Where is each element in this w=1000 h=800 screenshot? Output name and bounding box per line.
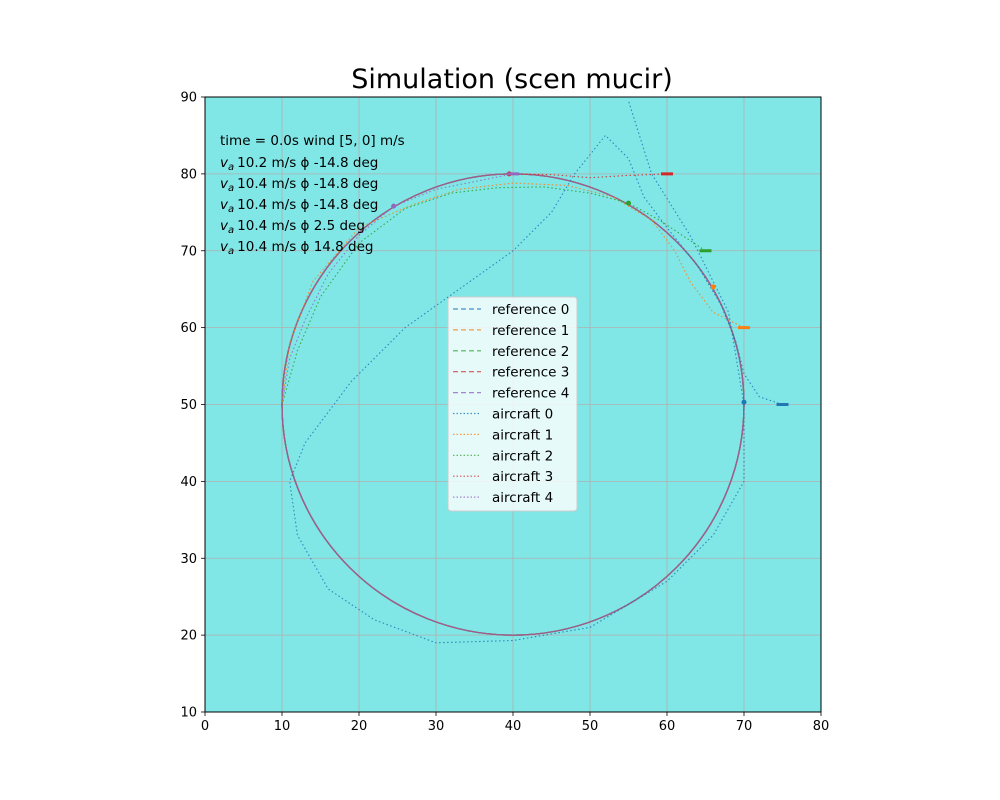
y-tick-label: 50 bbox=[180, 398, 197, 413]
x-axis-ticks: 0 10 20 30 40 50 60 70 80 bbox=[201, 712, 829, 734]
legend-item: reference 4 bbox=[453, 386, 569, 402]
aircraft-1-trail bbox=[281, 182, 745, 405]
legend-item: aircraft 2 bbox=[453, 448, 553, 464]
legend-item: aircraft 4 bbox=[453, 490, 553, 506]
x-tick-label: 10 bbox=[274, 719, 291, 734]
x-tick-label: 0 bbox=[201, 719, 209, 734]
legend-label: reference 3 bbox=[492, 365, 569, 381]
x-tick-label: 80 bbox=[813, 719, 830, 734]
x-tick-label: 30 bbox=[428, 719, 445, 734]
time-wind-text: time = 0.0s wind [5, 0] m/s bbox=[220, 133, 405, 149]
aircraft-3-trail bbox=[509, 173, 668, 179]
legend-label: aircraft 2 bbox=[492, 448, 553, 464]
legend: reference 0 reference 1 reference 2 referen… bbox=[447, 296, 578, 512]
y-tick-label: 20 bbox=[180, 629, 197, 644]
aircraft-4-trail bbox=[281, 173, 514, 405]
legend-label: reference 0 bbox=[492, 302, 569, 318]
aircraft-1-status-text: va 10.4 m/s ϕ -14.8 deg bbox=[220, 176, 378, 194]
status-annotation: time = 0.0s wind [5, 0] m/s va 10.2 m/s ϕ… bbox=[220, 133, 405, 257]
aircraft-0-status-text: va 10.2 m/s ϕ -14.8 deg bbox=[220, 155, 378, 173]
y-tick-label: 60 bbox=[180, 321, 197, 336]
x-tick-label: 40 bbox=[505, 719, 522, 734]
y-tick-label: 90 bbox=[180, 91, 197, 106]
chart-title: Simulation (scen mucir) bbox=[351, 64, 673, 95]
x-tick-label: 70 bbox=[736, 719, 753, 734]
legend-label: aircraft 3 bbox=[492, 469, 553, 485]
legend-label: aircraft 4 bbox=[492, 490, 553, 506]
y-tick-label: 40 bbox=[180, 475, 197, 490]
y-tick-label: 80 bbox=[180, 167, 197, 182]
aircraft-paths bbox=[281, 100, 783, 644]
legend-label: aircraft 0 bbox=[492, 407, 553, 423]
legend-item: reference 0 bbox=[453, 302, 569, 318]
legend-item: aircraft 0 bbox=[453, 407, 553, 423]
legend-item: aircraft 1 bbox=[453, 427, 553, 443]
x-tick-label: 20 bbox=[351, 719, 368, 734]
y-tick-label: 10 bbox=[180, 706, 197, 721]
y-tick-label: 30 bbox=[180, 552, 197, 567]
aircraft-markers bbox=[391, 171, 789, 406]
aircraft-2-status-text: va 10.4 m/s ϕ -14.8 deg bbox=[220, 197, 378, 215]
legend-label: reference 2 bbox=[492, 344, 569, 360]
legend-item: aircraft 3 bbox=[453, 469, 553, 485]
y-axis-ticks: 10 20 30 40 50 60 70 80 90 bbox=[180, 91, 205, 721]
legend-item: reference 1 bbox=[453, 323, 569, 339]
aircraft-status-lines: va 10.2 m/s ϕ -14.8 deg va 10.4 m/s ϕ -14.8… bbox=[220, 155, 378, 257]
aircraft-4-status-text: va 10.4 m/s ϕ 14.8 deg bbox=[220, 239, 374, 257]
legend-item: reference 2 bbox=[453, 344, 569, 360]
legend-items: reference 0 reference 1 reference 2 referen… bbox=[453, 302, 569, 506]
legend-label: reference 4 bbox=[492, 386, 569, 402]
aircraft-4-position-dot bbox=[391, 203, 397, 209]
legend-label: aircraft 1 bbox=[492, 427, 553, 443]
aircraft-3-status-text: va 10.4 m/s ϕ 2.5 deg bbox=[220, 218, 365, 236]
x-tick-label: 60 bbox=[659, 719, 676, 734]
aircraft-1-position-dot bbox=[710, 284, 716, 290]
y-tick-label: 70 bbox=[180, 244, 197, 259]
aircraft-2-position-dot bbox=[626, 200, 631, 206]
x-tick-label: 50 bbox=[582, 719, 599, 734]
legend-label: reference 1 bbox=[492, 323, 569, 339]
legend-item: reference 3 bbox=[453, 365, 569, 381]
aircraft-0-position-dot bbox=[741, 399, 747, 405]
